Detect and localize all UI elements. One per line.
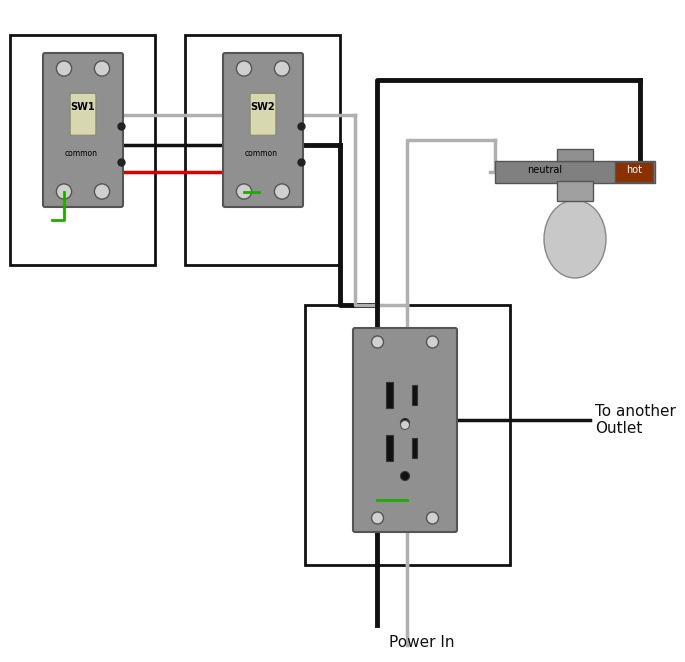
Circle shape [236, 61, 251, 76]
Circle shape [275, 184, 290, 199]
FancyBboxPatch shape [250, 93, 276, 135]
Circle shape [401, 420, 410, 430]
Bar [386, 435, 393, 461]
Text: Power In: Power In [389, 635, 454, 650]
Text: To another
Outlet: To another Outlet [595, 404, 676, 436]
Text: neutral: neutral [527, 165, 562, 175]
Circle shape [95, 61, 110, 76]
Circle shape [95, 184, 110, 199]
Bar [185, 35, 340, 265]
Bar [557, 181, 593, 201]
Circle shape [56, 184, 72, 199]
FancyBboxPatch shape [43, 53, 123, 207]
Circle shape [401, 471, 410, 481]
FancyBboxPatch shape [353, 328, 457, 532]
Bar [412, 438, 417, 458]
Circle shape [236, 184, 251, 199]
Circle shape [401, 418, 410, 428]
FancyBboxPatch shape [223, 53, 303, 207]
Circle shape [427, 512, 438, 524]
Circle shape [275, 61, 290, 76]
Bar [615, 162, 653, 182]
Bar [557, 149, 593, 161]
Text: common: common [64, 150, 97, 158]
Text: SW1: SW1 [71, 103, 95, 113]
Circle shape [56, 61, 72, 76]
Text: hot: hot [626, 165, 642, 175]
Circle shape [371, 336, 384, 348]
Ellipse shape [544, 200, 606, 278]
Bar [495, 161, 655, 183]
Text: common: common [245, 150, 277, 158]
Bar [412, 385, 417, 405]
Circle shape [371, 512, 384, 524]
Text: SW2: SW2 [251, 103, 275, 113]
FancyBboxPatch shape [70, 93, 96, 135]
Bar [10, 35, 155, 265]
Bar [305, 305, 510, 565]
Circle shape [427, 336, 438, 348]
Bar [386, 382, 393, 408]
